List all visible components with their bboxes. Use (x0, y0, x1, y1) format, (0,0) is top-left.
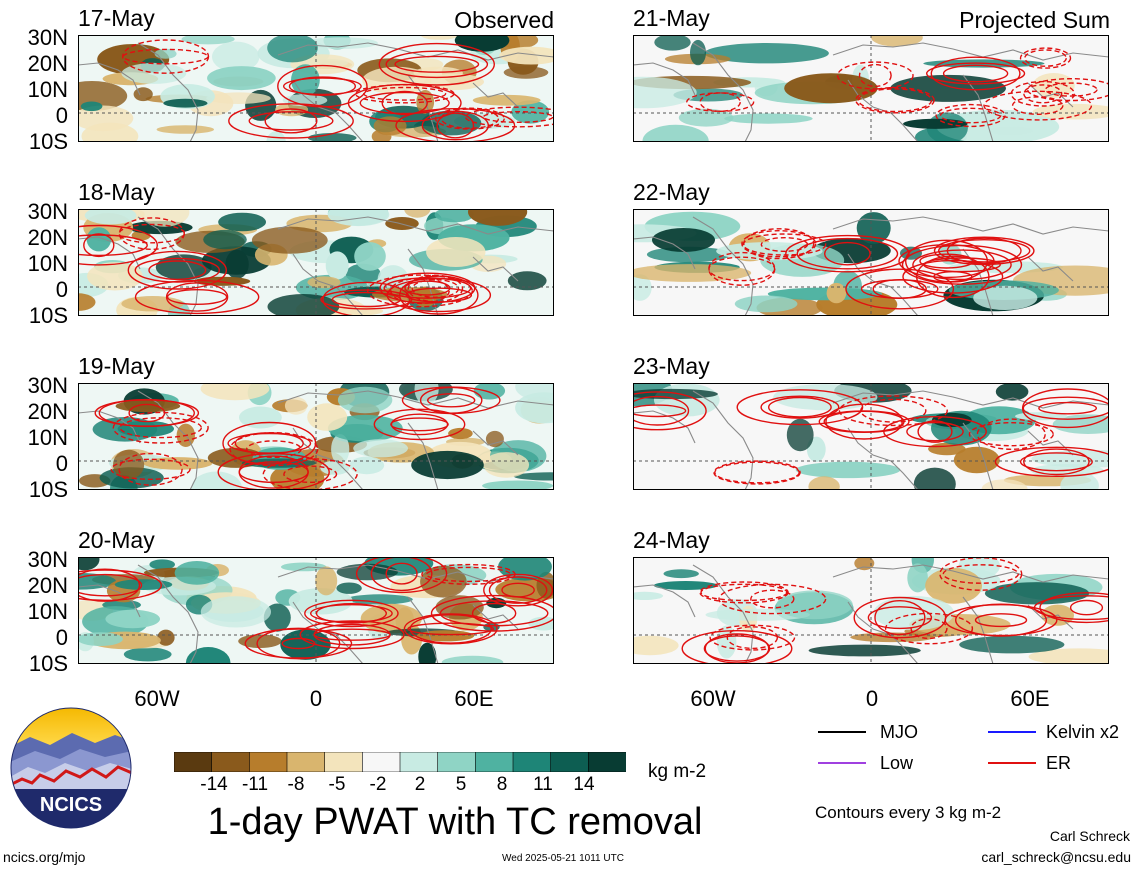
lat-tick: 10N (27, 599, 68, 624)
pwat-map (78, 209, 554, 316)
pwat-map (633, 209, 1109, 316)
panel-date: 21-May (633, 5, 710, 31)
panel-date: 19-May (78, 353, 155, 379)
colorbar-tick: -14 (200, 774, 228, 795)
lat-tick: 0 (55, 277, 68, 302)
lat-tick: 0 (55, 451, 68, 476)
lat-tick: 20N (27, 573, 68, 598)
timestamp: Wed 2025-05-21 1011 UTC (502, 853, 624, 864)
colorbar-tick: -5 (328, 774, 346, 795)
colorbar-unit: kg m-2 (648, 761, 707, 782)
legend-label-er: ER (1046, 753, 1072, 773)
main-title: 1-day PWAT with TC removal (207, 801, 703, 843)
panel-date: 23-May (633, 353, 710, 379)
legend-label-mjo: MJO (880, 722, 918, 742)
lat-tick: 20N (27, 225, 68, 250)
legend-swatch-mjo (818, 731, 866, 733)
colorbar-bin (174, 752, 213, 772)
legend-swatch-low (818, 762, 866, 764)
panel-date: 20-May (78, 527, 155, 553)
site-link[interactable]: ncics.org/mjo (3, 849, 86, 865)
colorbar-tick: -2 (369, 774, 387, 795)
panel-tag-projected: Projected Sum (959, 7, 1110, 33)
lat-tick: 30N (27, 199, 68, 224)
lat-tick: 20N (27, 399, 68, 424)
lat-tick: 10S (28, 129, 68, 154)
colorbar-bin (550, 752, 590, 772)
logo-text: NCICS (40, 794, 102, 816)
colorbar-bin (249, 752, 288, 772)
lat-tick: 10S (28, 303, 68, 328)
lat-tick: 10N (27, 425, 68, 450)
lat-tick: 10N (27, 77, 68, 102)
colorbar-bin (286, 752, 326, 772)
contour-note: Contours every 3 kg m-2 (815, 803, 1002, 822)
pwat-map (78, 557, 554, 664)
legend-label-low: Low (880, 753, 914, 773)
colorbar-bin (211, 752, 251, 772)
legend-swatch-kelvin (988, 731, 1036, 733)
panel-date: 17-May (78, 5, 155, 31)
colorbar-tick: -8 (287, 774, 305, 795)
colorbar-bin (399, 752, 439, 772)
colorbar-bin (475, 752, 514, 772)
colorbar-tick: 8 (496, 774, 508, 795)
ncics-logo: NCICS (10, 707, 132, 829)
pwat-map (633, 557, 1109, 664)
lat-tick: 0 (55, 103, 68, 128)
panel-tag-observed: Observed (454, 7, 554, 33)
author-email[interactable]: carl_schreck@ncsu.edu (981, 849, 1131, 865)
panel-date: 24-May (633, 527, 710, 553)
colorbar-tick: 11 (533, 774, 553, 795)
lon-tick: 60E (454, 686, 494, 711)
lat-tick: 30N (27, 373, 68, 398)
lat-tick: 10N (27, 251, 68, 276)
lon-tick: 60E (1010, 686, 1050, 711)
lon-tick: 0 (865, 686, 879, 711)
lon-tick: 60W (134, 686, 180, 711)
colorbar-tick: 14 (573, 774, 595, 795)
pwat-map (633, 383, 1109, 490)
pwat-map (78, 383, 554, 490)
lat-tick: 10S (28, 651, 68, 676)
colorbar-tick: 5 (455, 774, 467, 795)
colorbar-tick: 2 (414, 774, 426, 795)
colorbar (174, 752, 626, 772)
legend-swatch-er (988, 762, 1036, 764)
colorbar-bin (362, 752, 401, 772)
lon-tick: 0 (309, 686, 323, 711)
legend-label-kelvin: Kelvin x2 (1046, 722, 1120, 742)
panel-date: 22-May (633, 179, 710, 205)
lon-tick: 60W (690, 686, 736, 711)
lat-tick: 0 (55, 625, 68, 650)
colorbar-bin (437, 752, 477, 772)
colorbar-bin (588, 752, 626, 772)
pwat-map (78, 35, 554, 142)
pwat-map (633, 35, 1109, 142)
lat-tick: 30N (27, 25, 68, 50)
lat-tick: 20N (27, 51, 68, 76)
colorbar-bin (324, 752, 364, 772)
author-name: Carl Schreck (1049, 828, 1130, 844)
colorbar-bin (512, 752, 552, 772)
colorbar-tick: -11 (241, 774, 269, 795)
lat-tick: 30N (27, 547, 68, 572)
panel-date: 18-May (78, 179, 155, 205)
lat-tick: 10S (28, 477, 68, 502)
